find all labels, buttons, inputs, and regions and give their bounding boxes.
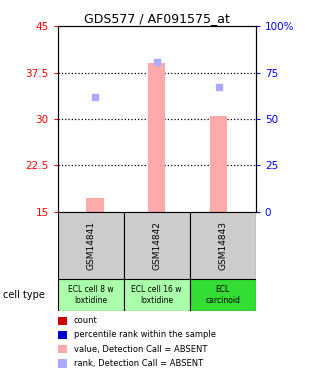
Text: percentile rank within the sample: percentile rank within the sample — [74, 330, 215, 339]
Bar — [124, 279, 190, 311]
Bar — [86, 198, 104, 212]
Point — [154, 59, 159, 65]
Text: rank, Detection Call = ABSENT: rank, Detection Call = ABSENT — [74, 359, 203, 368]
Text: ECL cell 8 w
loxtidine: ECL cell 8 w loxtidine — [68, 285, 114, 305]
Text: GSM14843: GSM14843 — [218, 221, 227, 270]
Text: cell type: cell type — [3, 290, 45, 300]
Bar — [190, 212, 256, 279]
Title: GDS577 / AF091575_at: GDS577 / AF091575_at — [84, 12, 230, 25]
Text: GSM14841: GSM14841 — [86, 221, 95, 270]
Bar — [190, 279, 256, 311]
Text: count: count — [74, 316, 97, 325]
Text: ECL cell 16 w
loxtidine: ECL cell 16 w loxtidine — [131, 285, 182, 305]
Bar — [58, 212, 124, 279]
Bar — [148, 63, 165, 212]
Bar — [58, 279, 124, 311]
Point — [216, 84, 221, 90]
Bar — [124, 212, 190, 279]
Text: ECL
carcinoid: ECL carcinoid — [205, 285, 240, 305]
Bar — [210, 116, 227, 212]
Text: value, Detection Call = ABSENT: value, Detection Call = ABSENT — [74, 345, 207, 354]
Point — [92, 94, 98, 100]
Text: GSM14842: GSM14842 — [152, 221, 161, 270]
